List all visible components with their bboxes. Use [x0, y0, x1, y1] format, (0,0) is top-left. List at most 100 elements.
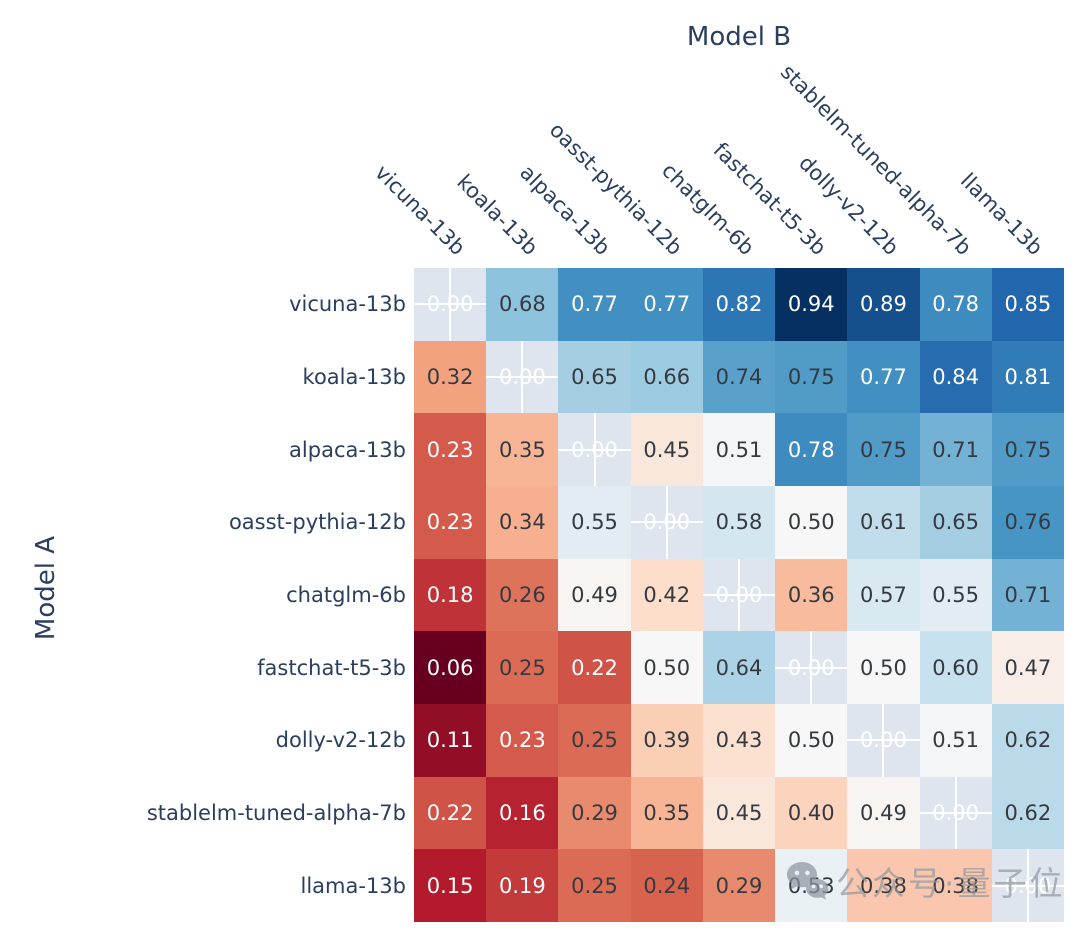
heatmap-cell: 0.78	[919, 268, 992, 341]
heatmap-cell: 0.00	[991, 849, 1064, 922]
cell-value: 0.25	[498, 655, 546, 680]
gridline	[630, 521, 703, 524]
heatmap-cell: 0.35	[630, 776, 703, 850]
cell-value: 0.38	[932, 873, 980, 898]
cell-value: 0.39	[643, 728, 691, 753]
cell-value: 0.11	[426, 728, 474, 753]
cell-value: 0.25	[571, 873, 618, 898]
cell-value: 0.00	[860, 728, 907, 753]
gridline	[558, 448, 631, 451]
gridline	[486, 375, 559, 378]
cell-value: 0.53	[787, 873, 835, 898]
cell-value: 0.57	[860, 582, 907, 607]
cell-value: 0.50	[787, 510, 835, 535]
cell-value: 0.71	[932, 437, 980, 462]
heatmap-cell: 0.74	[702, 340, 776, 414]
heatmap-cell: 0.77	[847, 340, 920, 414]
cell-value: 0.22	[571, 655, 618, 680]
cell-value: 0.55	[932, 582, 980, 607]
y-tick-label: alpaca-13b	[289, 437, 406, 462]
x-axis-title: Model B	[686, 22, 792, 52]
heatmap-cell: 0.55	[919, 558, 992, 632]
heatmap-cell: 0.77	[630, 268, 703, 341]
heatmap-cell: 0.36	[775, 558, 848, 632]
heatmap-cell: 0.65	[558, 340, 631, 414]
cell-value: 0.50	[643, 655, 691, 680]
heatmap-cell: 0.65	[919, 485, 992, 559]
cell-value: 0.45	[643, 437, 691, 462]
cell-value: 0.34	[498, 510, 546, 535]
heatmap-cell: 0.00	[775, 631, 848, 704]
heatmap-cell: 0.38	[847, 849, 920, 922]
heatmap-cell: 0.82	[702, 268, 776, 341]
cell-value: 0.78	[787, 437, 835, 462]
y-tick-label: vicuna-13b	[289, 292, 406, 317]
cell-value: 0.42	[643, 582, 691, 607]
heatmap-cell: 0.34	[486, 485, 559, 559]
heatmap-cell: 0.64	[702, 631, 776, 704]
heatmap-cell: 0.78	[775, 413, 848, 486]
heatmap-cell: 0.18	[414, 558, 487, 632]
cell-value: 0.77	[643, 292, 691, 317]
heatmap-cell: 0.25	[486, 631, 559, 704]
gridline	[775, 666, 848, 669]
cell-value: 0.40	[787, 800, 835, 825]
cell-value: 0.19	[498, 873, 546, 898]
y-tick-label: koala-13b	[302, 364, 406, 389]
y-tick-label: stablelm-tuned-alpha-7b	[146, 800, 406, 825]
gridline	[414, 303, 487, 306]
heatmap-cell: 0.16	[486, 776, 559, 850]
x-tick-label: oasst-pythia-12b	[544, 117, 687, 260]
heatmap-cell: 0.94	[775, 268, 848, 341]
cell-value: 0.24	[643, 873, 691, 898]
heatmap-cell: 0.62	[991, 703, 1064, 777]
heatmap-cell: 0.71	[919, 413, 992, 486]
heatmap-cell: 0.66	[630, 340, 703, 414]
heatmap-cell: 0.29	[558, 776, 631, 850]
heatmap-cell: 0.00	[486, 340, 559, 414]
cell-value: 0.23	[426, 510, 474, 535]
heatmap-cell: 0.19	[486, 849, 559, 922]
cell-value: 0.00	[1004, 873, 1052, 898]
heatmap-cell: 0.00	[414, 268, 487, 341]
heatmap-cell: 0.47	[991, 631, 1064, 704]
cell-value: 0.60	[932, 655, 980, 680]
heatmap-cell: 0.50	[775, 703, 848, 777]
cell-value: 0.47	[1004, 655, 1052, 680]
heatmap-cell: 0.45	[702, 776, 776, 850]
cell-value: 0.23	[426, 437, 474, 462]
heatmap-cell: 0.32	[414, 340, 487, 414]
heatmap-cell: 0.35	[486, 413, 559, 486]
cell-value: 0.00	[498, 364, 546, 389]
heatmap-cell: 0.06	[414, 631, 487, 704]
cell-value: 0.06	[426, 655, 474, 680]
cell-value: 0.00	[426, 292, 474, 317]
heatmap-cell: 0.39	[630, 703, 703, 777]
cell-value: 0.18	[426, 582, 474, 607]
heatmap-cell: 0.23	[414, 413, 487, 486]
gridline	[702, 593, 776, 596]
cell-value: 0.00	[787, 655, 835, 680]
cell-value: 0.89	[860, 292, 907, 317]
heatmap-cell: 0.22	[558, 631, 631, 704]
cell-value: 0.32	[426, 364, 474, 389]
gridline	[919, 811, 992, 814]
heatmap-cell: 0.51	[919, 703, 992, 777]
heatmap-cell: 0.25	[558, 703, 631, 777]
cell-value: 0.68	[498, 292, 546, 317]
y-tick-label: llama-13b	[300, 873, 407, 898]
cell-value: 0.58	[715, 510, 763, 535]
cell-value: 0.82	[715, 292, 763, 317]
cell-value: 0.85	[1004, 292, 1052, 317]
heatmap-cell: 0.00	[847, 703, 920, 777]
cell-value: 0.16	[498, 800, 546, 825]
cell-value: 0.77	[860, 364, 907, 389]
heatmap-cell: 0.38	[919, 849, 992, 922]
cell-value: 0.51	[715, 437, 763, 462]
heatmap-cell: 0.75	[775, 340, 848, 414]
cell-value: 0.26	[498, 582, 546, 607]
heatmap-cell: 0.00	[919, 776, 992, 850]
cell-value: 0.55	[571, 510, 618, 535]
heatmap-cell: 0.50	[630, 631, 703, 704]
cell-value: 0.62	[1004, 728, 1052, 753]
